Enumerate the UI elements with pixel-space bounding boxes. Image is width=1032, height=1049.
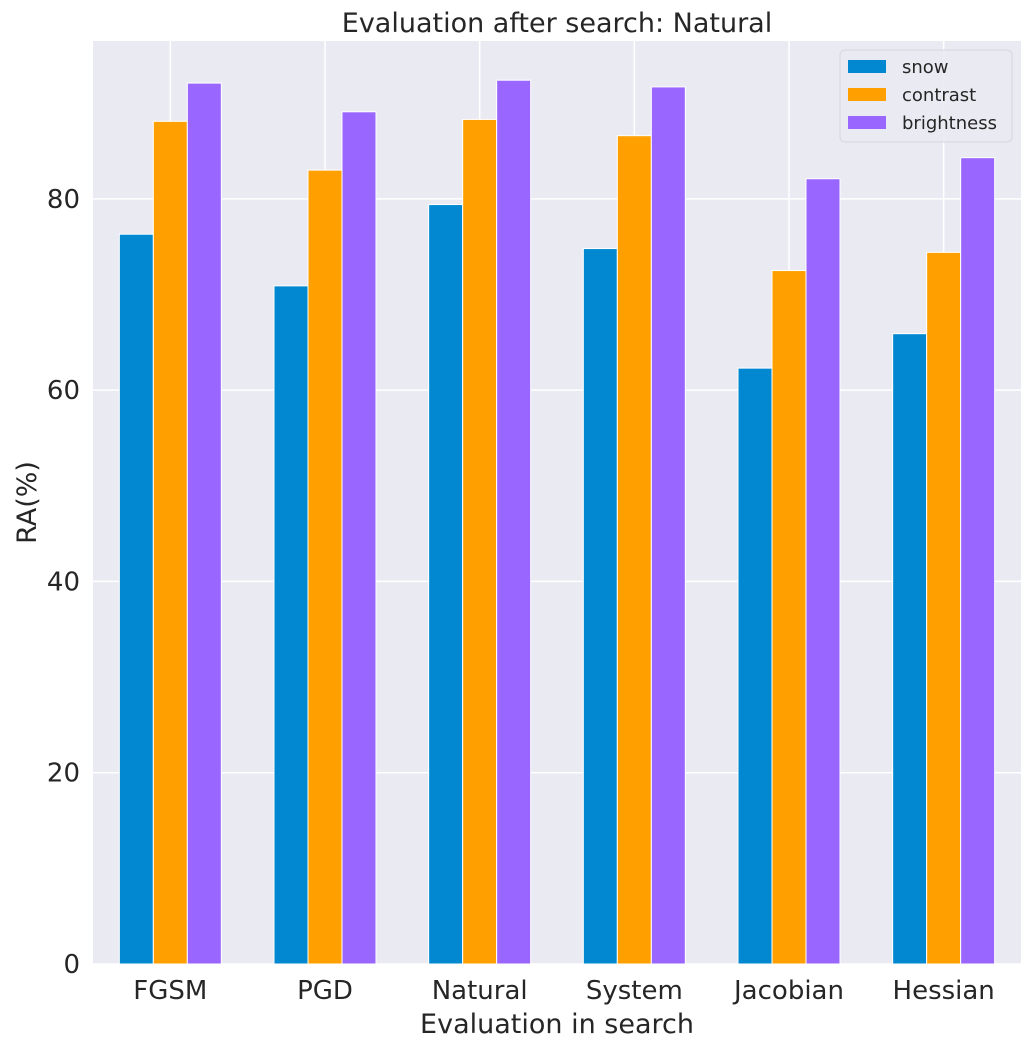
bar-brightness-hessian [960,157,996,965]
legend-swatch-brightness [848,116,886,129]
y-tick-label: 20 [47,759,80,789]
bar-snow-pgd [273,285,309,965]
bar-contrast-jacobian [771,270,807,965]
x-tick-label: Natural [432,976,528,1006]
chart-title: Evaluation after search: Natural [342,8,772,39]
legend-swatch-snow [848,60,886,73]
x-tick-label: Jacobian [732,976,844,1006]
bar-contrast-system [616,135,652,965]
bar-snow-system [582,248,618,965]
bar-snow-jacobian [737,367,773,965]
y-axis-label: RA(%) [12,461,43,544]
x-tick-label: FGSM [133,976,207,1006]
bar-snow-fgsm [118,233,154,965]
y-tick-label: 40 [47,567,80,597]
y-tick-label: 60 [47,376,80,406]
x-axis-label: Evaluation in search [420,1009,694,1040]
legend-label-contrast: contrast [902,85,976,106]
legend-label-snow: snow [902,57,949,78]
bar-brightness-jacobian [805,178,841,965]
bars [118,79,996,965]
y-tick-labels: 0 20 40 60 80 [47,185,80,980]
bar-contrast-hessian [926,251,962,965]
x-tick-label: System [586,976,683,1006]
y-tick-label: 80 [47,185,80,215]
plot-area [93,41,1021,964]
x-tick-label: PGD [297,976,353,1006]
y-tick-label: 0 [63,950,80,980]
x-tick-label: Hessian [893,976,995,1006]
bar-snow-natural [428,204,464,965]
bar-brightness-pgd [341,111,377,965]
bar-contrast-fgsm [152,120,188,965]
legend-swatch-contrast [848,88,886,101]
bar-brightness-natural [496,79,532,965]
bar-contrast-natural [462,118,498,965]
bar-contrast-pgd [307,169,343,965]
x-tick-labels: FGSM PGD Natural System Jacobian Hessian [133,976,994,1006]
bar-brightness-system [650,86,686,965]
legend: snow contrast brightness [839,49,1013,143]
legend-label-brightness: brightness [902,113,997,134]
bar-brightness-fgsm [186,82,222,965]
bar-snow-hessian [892,333,928,965]
